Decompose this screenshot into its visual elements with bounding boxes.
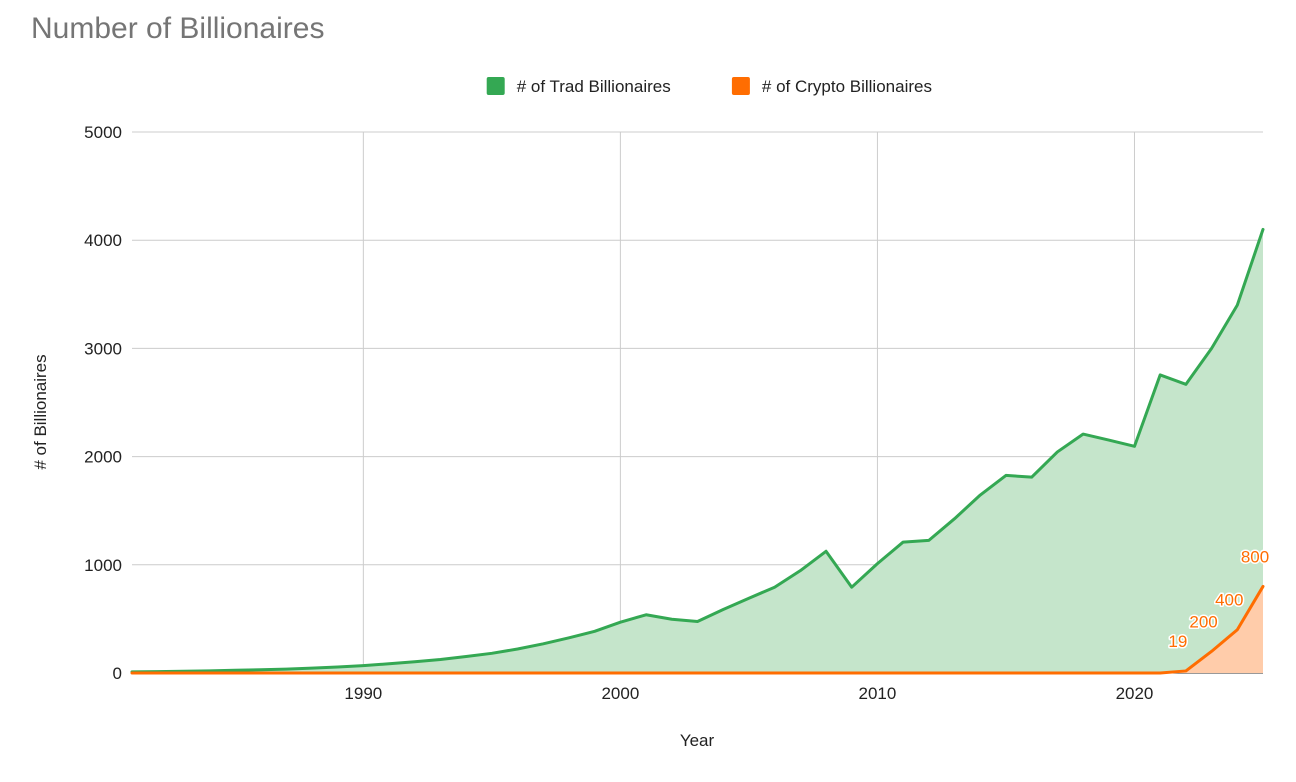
y-tick-label: 2000 — [84, 448, 122, 467]
y-tick-label: 4000 — [84, 231, 122, 250]
x-axis-title: Year — [680, 731, 715, 750]
y-tick-label: 3000 — [84, 339, 122, 358]
x-tick-label: 2000 — [601, 684, 639, 703]
data-label: 400 — [1215, 591, 1243, 610]
series-line-1 — [130, 584, 1265, 675]
legend-swatch-0 — [486, 77, 505, 95]
line-layer — [130, 227, 1265, 675]
y-tick-label: 0 — [113, 664, 122, 683]
series-line-0 — [130, 227, 1265, 674]
legend: # of Trad Billionaires # of Crypto Billio… — [486, 77, 932, 96]
chart-title: Number of Billionaires — [31, 12, 325, 45]
y-tick-label: 5000 — [84, 123, 122, 142]
axis-layer: 0 1000 2000 3000 4000 5000 1990 2000 2010 2020 — [84, 123, 1153, 703]
x-tick-label: 1990 — [344, 684, 382, 703]
y-tick-label: 1000 — [84, 556, 122, 575]
data-label: 19 — [1168, 632, 1187, 651]
series-area-0 — [132, 229, 1263, 673]
data-label: 800 — [1241, 547, 1269, 566]
data-label: 200 — [1189, 612, 1217, 631]
x-tick-label: 2010 — [859, 684, 897, 703]
area-layer — [132, 229, 1263, 673]
legend-swatch-1 — [731, 77, 750, 95]
x-tick-label: 2020 — [1116, 684, 1154, 703]
legend-label-1: # of Crypto Billionaires — [762, 77, 932, 96]
y-axis-title: # of Billionaires — [31, 354, 50, 469]
legend-label-0: # of Trad Billionaires — [517, 77, 671, 96]
